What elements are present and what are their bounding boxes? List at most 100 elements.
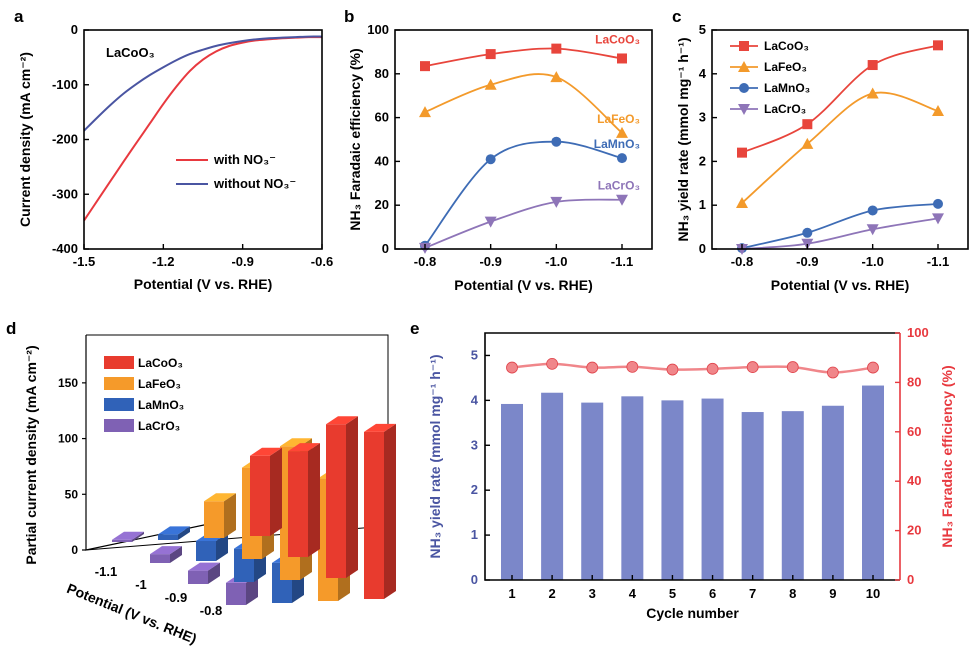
series-label: LaCoO₃ xyxy=(595,32,640,46)
z-tick-label: 150 xyxy=(58,376,78,390)
legend-swatch xyxy=(104,356,134,369)
y-axis-label: NH₃ Faradaic efficiency (%) xyxy=(347,48,363,230)
bar xyxy=(821,405,844,580)
y-tick-label-right: 40 xyxy=(907,473,921,488)
bar-top xyxy=(364,423,396,432)
panel-a: -1.5 -1.2 -0.9 -0.6 0 -100 -200 -300 -400 Potenti… xyxy=(17,22,333,292)
z-tick-label: 50 xyxy=(65,487,79,501)
bar xyxy=(862,385,884,580)
plot-frame xyxy=(394,29,653,250)
y-tick-label: 100 xyxy=(367,22,389,37)
legend-label: with NO₃⁻ xyxy=(213,152,276,167)
bar-top xyxy=(112,531,144,540)
panel-letter: b xyxy=(344,7,354,26)
data-point xyxy=(867,361,879,374)
x-tick-label: -0.8 xyxy=(200,603,222,618)
x-tick-label: -1.5 xyxy=(73,254,95,269)
y-tick-label-left: 4 xyxy=(471,392,479,407)
data-point xyxy=(802,119,813,130)
bar-side xyxy=(224,493,236,538)
bar-front xyxy=(288,451,308,557)
bar-front xyxy=(188,570,208,584)
data-point xyxy=(706,362,719,375)
y-tick-label: -400 xyxy=(52,241,78,256)
x-tick-label: -1.1 xyxy=(611,254,633,269)
data-point xyxy=(617,53,627,64)
data-point xyxy=(551,136,562,147)
data-point xyxy=(419,106,431,118)
bar xyxy=(541,392,564,580)
y-tick-label-right: 0 xyxy=(907,572,914,587)
x-tick-label: -1.1 xyxy=(95,564,117,579)
y-tick-label: 0 xyxy=(699,241,706,256)
series-line xyxy=(741,202,939,250)
bar xyxy=(501,403,523,580)
y-tick-label: 4 xyxy=(699,66,707,81)
data-point xyxy=(801,137,814,149)
x-axis-label: Potential (V vs. RHE) xyxy=(134,276,272,292)
bar xyxy=(741,412,764,580)
x-tick-label: -1.0 xyxy=(861,254,883,269)
bar-front xyxy=(226,582,246,605)
data-point xyxy=(506,361,518,374)
panel-letter: a xyxy=(14,7,24,26)
bar-side xyxy=(384,423,396,599)
legend-marker xyxy=(739,41,749,51)
data-point xyxy=(617,153,627,164)
bar-front xyxy=(250,455,270,536)
x-tick-label: -0.8 xyxy=(414,254,436,269)
legend-label: LaCrO₃ xyxy=(764,102,806,116)
series-line xyxy=(424,47,623,68)
bar-top xyxy=(204,493,236,502)
data-point xyxy=(746,361,759,373)
legend-label: LaFeO₃ xyxy=(764,60,807,74)
y-axis-label: NH₃ yield rate (mmol mg⁻¹ h⁻¹) xyxy=(675,37,691,241)
y-tick-label-left: 5 xyxy=(471,347,478,362)
panel-d: 0 50 100 150 Partial current density (mA cm⁻… xyxy=(23,334,396,647)
x-tick-label: 8 xyxy=(789,586,796,601)
legend-marker xyxy=(739,83,749,93)
x-tick-label: -0.9 xyxy=(165,590,187,605)
x-tick-label: 3 xyxy=(589,586,596,601)
legend-label: LaCoO₃ xyxy=(138,356,183,370)
y-tick-label-right: 100 xyxy=(907,325,929,340)
bar-top xyxy=(250,447,282,456)
y-tick-label-right: 20 xyxy=(907,523,921,538)
panel-letter: e xyxy=(410,319,419,338)
panel-b: -0.8 -0.9 -1.0 -1.1 0 20 40 60 80 100 Potential (V… xyxy=(347,22,653,293)
legend-label: LaMnO₃ xyxy=(764,81,810,95)
y-tick-label-left: 2 xyxy=(471,482,478,497)
series-line xyxy=(741,217,939,250)
data-point xyxy=(802,227,813,238)
panel-letter: d xyxy=(6,319,16,338)
data-point xyxy=(485,49,496,60)
data-point xyxy=(867,205,878,216)
x-tick-label: -1.0 xyxy=(545,254,567,269)
panel-annotation: LaCoO₃ xyxy=(106,45,155,60)
data-point xyxy=(737,147,747,158)
y-tick-label: 0 xyxy=(71,22,78,37)
y-tick-label: -200 xyxy=(52,132,78,147)
series-label: LaCrO₃ xyxy=(598,179,640,193)
x-axis-label: Cycle number xyxy=(646,605,739,621)
bar-front xyxy=(158,534,178,540)
legend-label: without NO₃⁻ xyxy=(213,176,296,191)
legend-label: LaCoO₃ xyxy=(764,39,809,53)
y-tick-label-left: 0 xyxy=(471,572,478,587)
bar-side xyxy=(132,531,144,542)
panel-letter: c xyxy=(672,7,681,26)
data-point xyxy=(550,71,563,83)
y-tick-label: -100 xyxy=(52,77,78,92)
bar-side xyxy=(178,526,190,540)
plot-frame xyxy=(83,29,323,250)
x-tick-label: 4 xyxy=(629,586,637,601)
legend-label: LaMnO₃ xyxy=(138,398,184,412)
bar xyxy=(621,396,644,580)
data-point xyxy=(616,194,628,206)
x-tick-label: -0.9 xyxy=(479,254,501,269)
x-tick-label: -0.9 xyxy=(796,254,818,269)
x-tick-label: 7 xyxy=(749,586,756,601)
data-point xyxy=(484,78,497,90)
